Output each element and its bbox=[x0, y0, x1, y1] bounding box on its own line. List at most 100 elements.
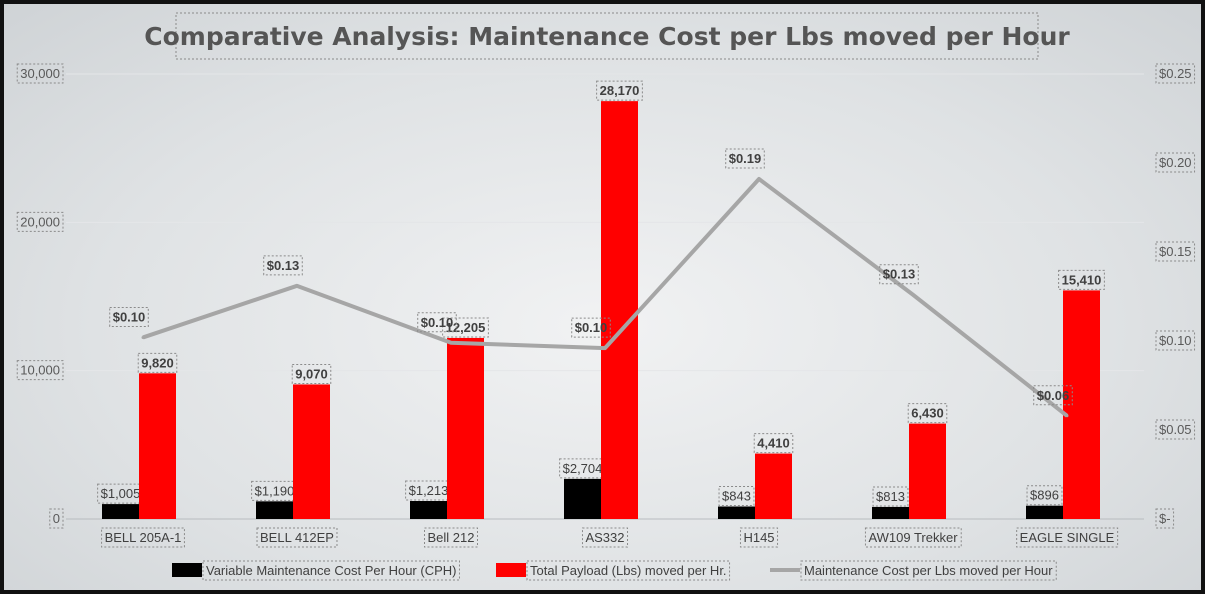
line-data-label-box bbox=[263, 255, 303, 276]
line-point bbox=[757, 177, 761, 181]
y2-tick-label: $0.15 bbox=[1159, 244, 1192, 259]
bar-data-label: $896 bbox=[1030, 488, 1059, 503]
line-data-label: $0.10 bbox=[421, 315, 454, 330]
bar-data-label: $813 bbox=[876, 489, 905, 504]
bar-data-label: $1,190 bbox=[255, 483, 295, 498]
y2-tick-label-box bbox=[1155, 63, 1196, 84]
y-axis-left: 0 10,000 20,000 30,000 bbox=[16, 63, 64, 529]
bar-data-label-box bbox=[907, 403, 948, 424]
bar bbox=[447, 337, 484, 519]
bar-data-label: $1,005 bbox=[101, 486, 141, 501]
y-tick-label-box bbox=[16, 63, 64, 84]
legend-entry: Variable Maintenance Cost Per Hour (CPH) bbox=[206, 563, 456, 578]
y2-tick-label: $0.25 bbox=[1159, 66, 1192, 81]
bar-data-label-box bbox=[872, 486, 909, 507]
bar-data-label: $843 bbox=[722, 488, 751, 503]
y2-tick-label-box bbox=[1155, 330, 1196, 351]
legend-entry: Total Payload (Lbs) moved per Hr. bbox=[530, 563, 727, 578]
line-data-label: $0.10 bbox=[575, 320, 608, 335]
legend-swatch bbox=[172, 563, 202, 577]
line-data-label-box bbox=[879, 264, 919, 285]
legend-swatch bbox=[496, 563, 526, 577]
y-axis-right: $- $0.05 $0.10 $0.15 $0.20 $0.25 bbox=[1155, 63, 1196, 529]
bar-data-label: 9,820 bbox=[141, 355, 174, 370]
legend-entry-box bbox=[202, 560, 460, 581]
bar bbox=[256, 501, 293, 519]
y-tick-label: 30,000 bbox=[20, 66, 60, 81]
legend: Variable Maintenance Cost Per Hour (CPH)… bbox=[172, 560, 1057, 581]
chart-title-box bbox=[175, 12, 1039, 60]
bar-data-label-box bbox=[753, 433, 794, 454]
line-data-label: $0.10 bbox=[113, 309, 146, 324]
y2-tick-label-box bbox=[1155, 508, 1175, 529]
bar bbox=[755, 453, 792, 519]
combo-chart: Comparative Analysis: Maintenance Cost p… bbox=[16, 12, 1196, 581]
bar-data-label-box bbox=[559, 458, 606, 479]
x-category-label-box bbox=[101, 527, 185, 548]
bar-data-label: 15,410 bbox=[1062, 272, 1102, 287]
bar-data-label-box bbox=[291, 363, 332, 384]
bar bbox=[564, 478, 601, 519]
line-data-label: $0.19 bbox=[729, 151, 762, 166]
y2-tick-label-box bbox=[1155, 152, 1196, 173]
y-tick-label: 20,000 bbox=[20, 214, 60, 229]
line-data-label-box bbox=[417, 312, 457, 333]
bar-data-label: $1,213 bbox=[409, 483, 449, 498]
x-category-label-box bbox=[256, 527, 338, 548]
bar bbox=[139, 373, 176, 519]
bar-data-label: 9,070 bbox=[295, 366, 328, 381]
bar-data-label-box bbox=[1026, 485, 1063, 506]
line-point bbox=[603, 346, 607, 350]
bar-data-label: $2,704 bbox=[563, 461, 603, 476]
x-category-label: BELL 412EP bbox=[260, 530, 334, 545]
y2-tick-label: $0.20 bbox=[1159, 155, 1192, 170]
line-point bbox=[911, 293, 915, 297]
bar-data-label-box bbox=[596, 80, 643, 101]
y2-tick-label: $- bbox=[1159, 511, 1171, 526]
bar-data-label-box bbox=[718, 485, 755, 506]
bar-data-label-box bbox=[442, 317, 489, 338]
line-data-label: $0.13 bbox=[267, 258, 300, 273]
x-category-label-box bbox=[864, 527, 962, 548]
x-category-label: AW109 Trekker bbox=[868, 530, 958, 545]
y-tick-label-box bbox=[16, 211, 64, 232]
bar-data-label-box bbox=[405, 480, 452, 501]
bar-data-label-box bbox=[251, 480, 298, 501]
bar-data-label-box bbox=[137, 352, 178, 373]
line-data-label: $0.06 bbox=[1037, 388, 1070, 403]
category-axis: BELL 205A-1 BELL 412EP Bell 212 AS332 H145 AW… bbox=[101, 527, 1119, 548]
line-data-label: $0.13 bbox=[883, 267, 916, 282]
y2-tick-label-box bbox=[1155, 419, 1196, 440]
chart-title: Comparative Analysis: Maintenance Cost p… bbox=[144, 22, 1070, 51]
line-series: $0.10 $0.13 $0.10 $0.10 $0.19 $0.13 $0.06 bbox=[109, 148, 1073, 418]
line-point bbox=[295, 284, 299, 288]
y-tick-label: 0 bbox=[53, 511, 60, 526]
bar-data-label: 4,410 bbox=[757, 436, 790, 451]
line-data-label-box bbox=[725, 148, 765, 169]
bar bbox=[601, 101, 638, 520]
line-data-label-box bbox=[109, 306, 149, 327]
y2-tick-label-box bbox=[1155, 241, 1196, 262]
bar-data-label: 12,205 bbox=[446, 320, 486, 335]
y-tick-label-box bbox=[16, 360, 64, 381]
bar-data-label: 6,430 bbox=[911, 406, 944, 421]
legend-entry-box bbox=[526, 560, 731, 581]
x-category-label: AS332 bbox=[585, 530, 624, 545]
bar bbox=[102, 504, 139, 519]
line-point bbox=[449, 341, 453, 345]
x-category-label: H145 bbox=[743, 530, 774, 545]
y2-tick-label: $0.05 bbox=[1159, 422, 1192, 437]
bar-data-label-box bbox=[97, 483, 144, 504]
y2-tick-label: $0.10 bbox=[1159, 333, 1192, 348]
bar bbox=[909, 423, 946, 519]
x-category-label: BELL 205A-1 bbox=[105, 530, 182, 545]
bar-data-label: 28,170 bbox=[600, 83, 640, 98]
bar bbox=[1026, 505, 1063, 519]
line-data-label-box bbox=[571, 317, 611, 338]
y-tick-label: 10,000 bbox=[20, 363, 60, 378]
line-point bbox=[141, 335, 145, 339]
legend-entry: Maintenance Cost per Lbs moved per Hour bbox=[804, 563, 1053, 578]
bar bbox=[293, 384, 330, 519]
bar bbox=[872, 506, 909, 519]
bar bbox=[718, 506, 755, 519]
